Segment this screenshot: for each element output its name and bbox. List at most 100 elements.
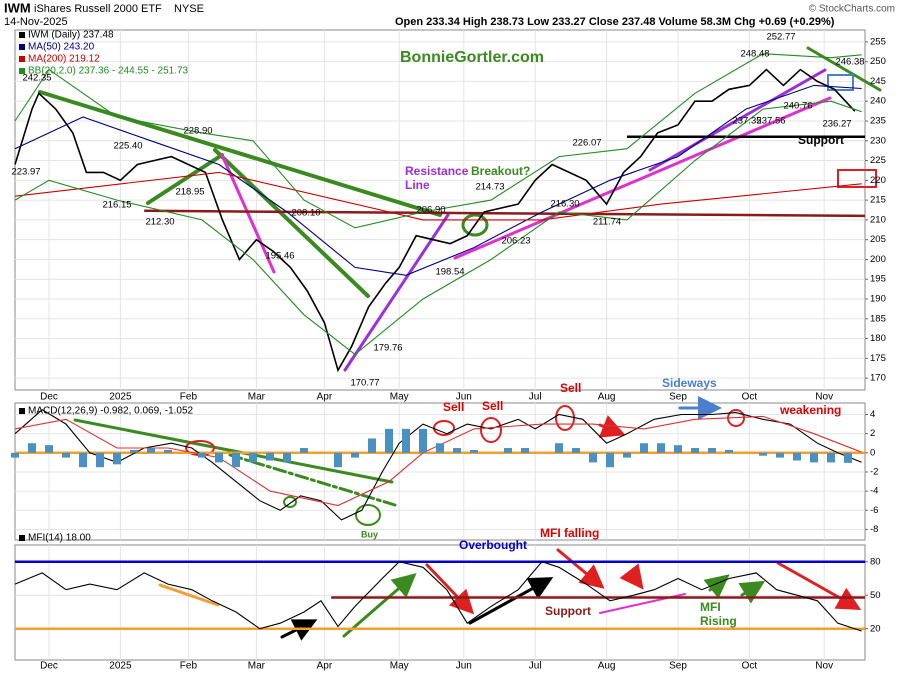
security-name: iShares Russell 2000 ETF [34,3,162,15]
histogram-bar [657,443,665,453]
price-label: 208.10 [291,208,320,219]
histogram-bar [249,452,257,463]
histogram-bar [147,448,155,453]
price-label: 240.76 [783,101,812,112]
histogram-bar [130,449,138,453]
trend-line [38,90,442,217]
annotation: MFI falling [540,526,599,540]
y-tick-label: 245 [870,76,886,87]
histogram-bar [402,428,410,453]
exchange: NYSE [174,3,204,15]
legend-swatch [19,535,25,541]
trend-line [158,583,220,607]
box [827,74,854,91]
trend-line [146,153,224,205]
annotation: Sell [443,400,464,414]
annotation: BonnieGortler.com [400,49,544,66]
symbol: IWM [4,0,31,15]
y-tick-label: -6 [870,505,878,516]
x-tick-label: Jul [529,661,542,672]
price-label: 242.35 [22,73,51,84]
x-tick-label: Jun [456,661,472,672]
histogram-bar [266,452,274,461]
price-label: 216.30 [550,199,579,210]
histogram-bar [62,452,70,458]
y-tick-label: 175 [870,353,886,364]
histogram-bar [45,445,53,453]
y-tick-label: 210 [870,214,886,225]
x-tick-label: Jul [529,392,542,403]
y-tick-label: 50 [870,590,881,601]
price-label: 179.76 [373,343,402,354]
annotation: Sell [482,399,503,413]
histogram-bar [725,449,733,453]
price-label: 206.23 [501,236,530,247]
x-tick-label: May [390,392,409,403]
arrow [342,573,417,638]
legend-swatch [19,408,25,414]
y-tick-label: 195 [870,274,886,285]
histogram-bar [351,452,359,458]
arrow [468,577,554,625]
histogram-bar [640,443,648,453]
histogram-bar [334,452,342,468]
circle [283,496,297,508]
price-label: 228.90 [183,126,212,137]
price-label: 218.95 [175,187,204,198]
arrow [776,561,862,610]
trend-line [213,148,370,298]
histogram-bar [810,452,818,463]
circle [461,213,489,237]
legend-swatch [19,56,25,62]
price-label: 252.77 [766,32,795,43]
y-tick-label: 225 [870,155,886,166]
y-tick-label: 215 [870,195,886,206]
arrow [738,580,766,604]
y-tick-label: 230 [870,135,886,146]
y-tick-label: 255 [870,36,886,47]
legend-label: MACD(12,26,9) -0.982, 0.069, -1.052 [28,406,194,417]
histogram-bar [589,452,597,463]
series-line [14,84,862,276]
x-tick-label: 2025 [109,392,132,403]
histogram-bar [419,428,427,453]
series-line [14,53,862,229]
histogram-bar [623,452,631,458]
y-tick-label: 20 [870,623,881,634]
arrow [598,415,626,438]
y-tick-label: 220 [870,175,886,186]
box [837,169,877,188]
y-tick-label: 235 [870,116,886,127]
histogram-bar [827,452,835,463]
legend-label: IWM (Daily) 237.48 [28,30,114,41]
histogram-bar [674,445,682,453]
annotation: Sell [560,381,581,395]
price-label: 237.56 [756,116,785,127]
annotation: Resistance [405,164,469,178]
annotation: Support [545,604,591,618]
histogram-bar [555,443,563,453]
series-line [14,409,862,521]
price-frame [14,29,866,391]
histogram-bar [164,449,172,453]
price-label: 236.27 [822,119,851,130]
annotation: Buy [361,529,378,539]
legend-label: MA(50) 243.20 [28,42,95,53]
price-label: 170.77 [350,378,379,389]
arrow [703,574,730,599]
x-tick-label: Mar [248,392,266,403]
price-label: 223.97 [11,167,40,178]
price-label: 246.38 [835,57,864,68]
histogram-bar [368,438,376,453]
date: 14-Nov-2025 [4,16,68,28]
annotation: MFI [700,600,721,614]
legend-label: MA(200) 219.12 [28,54,100,65]
x-tick-label: Dec [40,392,58,403]
source: © StockCharts.com [809,4,895,15]
circle [480,417,502,443]
histogram-bar [28,443,36,453]
price-label: 216.15 [102,200,131,211]
circle [355,504,381,526]
histogram-bar [504,448,512,453]
legend-label: BB(20,2.0) 237.36 - 244.55 - 251.73 [28,66,189,77]
